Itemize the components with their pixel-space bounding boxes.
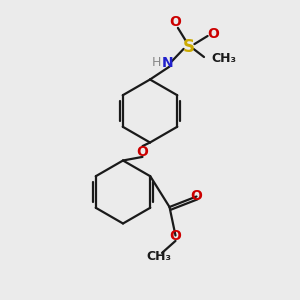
Text: O: O <box>136 145 148 158</box>
Text: CH₃: CH₃ <box>146 250 172 263</box>
Text: O: O <box>190 190 202 203</box>
Text: O: O <box>207 28 219 41</box>
Text: O: O <box>169 16 181 29</box>
Text: N: N <box>162 56 174 70</box>
Text: CH₃: CH₃ <box>212 52 236 65</box>
Text: S: S <box>183 38 195 56</box>
Text: H: H <box>152 56 161 70</box>
Text: O: O <box>169 229 181 242</box>
